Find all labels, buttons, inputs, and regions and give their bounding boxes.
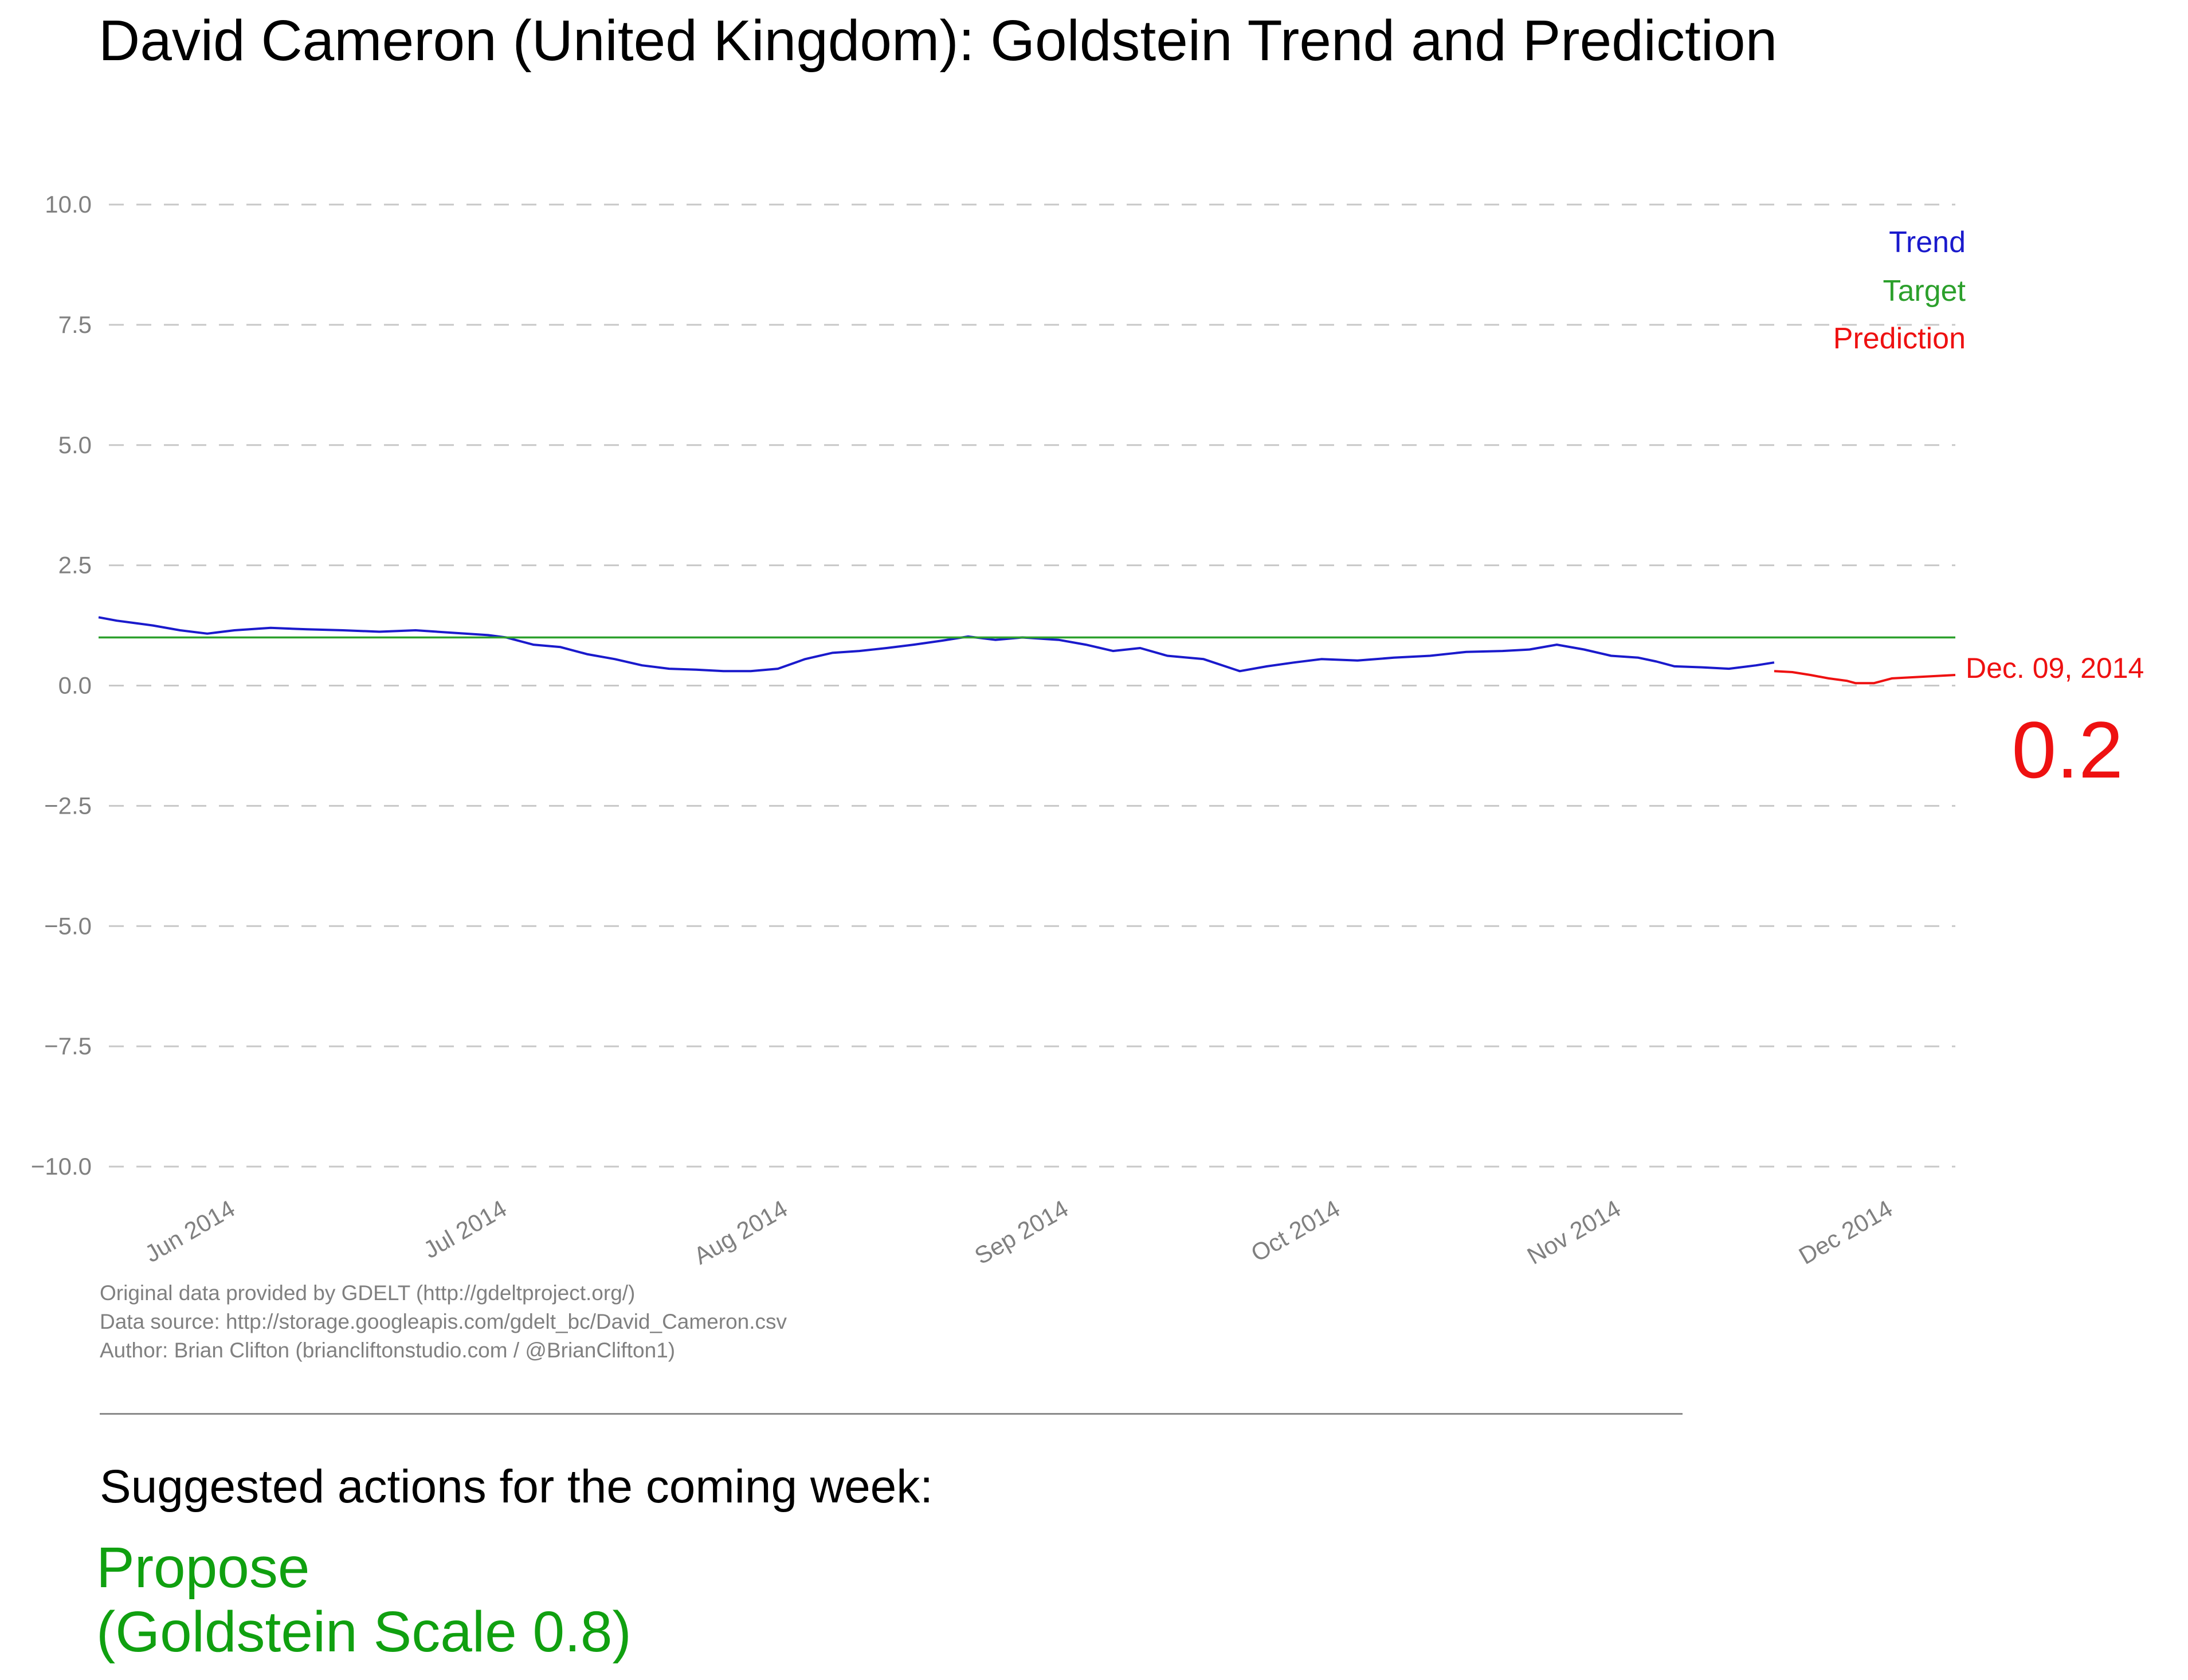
y-tick-label: −7.5 — [44, 1033, 92, 1059]
page-title: David Cameron (United Kingdom): Goldstei… — [99, 9, 1778, 73]
actions-heading: Suggested actions for the coming week: — [100, 1461, 934, 1513]
goldstein-chart: 10.0 7.5 5.0 2.5 0.0 −2.5 −5.0 −7.5 −10.0 Jun 20… — [31, 191, 2144, 1270]
y-tick-label: −10.0 — [31, 1153, 92, 1180]
credit-line: Author: Brian Clifton (briancliftonstudi… — [100, 1338, 676, 1362]
y-tick-label: −2.5 — [44, 792, 92, 819]
x-tick-label: Jul 2014 — [419, 1195, 511, 1263]
y-tick-label: 2.5 — [58, 552, 92, 579]
credits: Original data provided by GDELT (http://… — [100, 1279, 787, 1365]
grid-layer — [109, 203, 1955, 1168]
separator-line — [100, 1413, 1683, 1415]
y-tick-label: 0.0 — [58, 672, 92, 699]
legend-entry-target: Target — [1883, 274, 1966, 308]
action-name: Propose — [96, 1536, 310, 1600]
credit-line: Data source: http://storage.googleapis.c… — [100, 1310, 787, 1333]
y-tick-label: 7.5 — [58, 311, 92, 338]
legend-entry-trend: Trend — [1889, 226, 1966, 259]
y-tick-label: 5.0 — [58, 431, 92, 458]
x-tick-label: Dec 2014 — [1794, 1195, 1897, 1270]
series-layer — [98, 616, 1956, 685]
prediction-date-label: Dec. 09, 2014 — [1966, 652, 2144, 684]
prediction-annotation: Dec. 09, 2014 0.2 — [1966, 652, 2144, 795]
trend-line — [98, 616, 1775, 673]
x-tick-label: Jun 2014 — [140, 1195, 240, 1267]
credit-line: Original data provided by GDELT (http://… — [100, 1281, 636, 1305]
x-tick-label: Sep 2014 — [970, 1195, 1073, 1270]
prediction-value-label: 0.2 — [2011, 705, 2123, 795]
x-tick-label: Oct 2014 — [1246, 1195, 1344, 1267]
prediction-line — [1774, 670, 1956, 685]
suggested-action: Propose (Goldstein Scale 0.8) — [96, 1536, 632, 1664]
y-tick-label: 10.0 — [45, 191, 92, 218]
legend: Trend Target Prediction — [1833, 226, 1966, 355]
legend-entry-prediction: Prediction — [1833, 322, 1966, 355]
x-tick-label: Aug 2014 — [689, 1195, 792, 1270]
y-tick-label: −5.0 — [44, 912, 92, 939]
y-tick-labels: 10.0 7.5 5.0 2.5 0.0 −2.5 −5.0 −7.5 −10.0 — [31, 191, 92, 1180]
x-tick-labels: Jun 2014 Jul 2014 Aug 2014 Sep 2014 Oct 2014… — [140, 1195, 1897, 1270]
action-scale: (Goldstein Scale 0.8) — [96, 1600, 632, 1664]
x-tick-label: Nov 2014 — [1523, 1195, 1625, 1270]
